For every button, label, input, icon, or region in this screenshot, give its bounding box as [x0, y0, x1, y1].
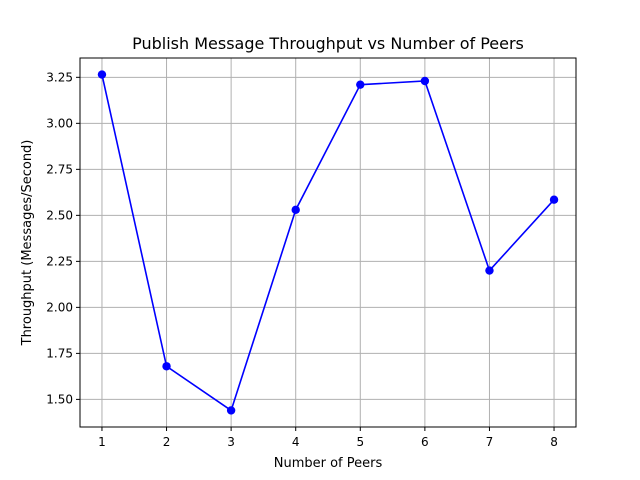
x-tick-label: 7 — [486, 435, 494, 449]
x-tick-label: 1 — [98, 435, 106, 449]
x-axis-label: Number of Peers — [274, 456, 383, 471]
x-tick-label: 5 — [356, 435, 364, 449]
series-line — [101, 74, 555, 412]
y-tick-label: 1.75 — [46, 346, 73, 360]
series-layer — [97, 70, 559, 415]
y-tick-label: 3.00 — [46, 116, 73, 130]
x-tick-label: 4 — [292, 435, 300, 449]
data-point — [356, 80, 365, 89]
axis-ticks: 1 2 3 4 5 6 7 8 1.50 1.75 2.00 2.25 2.50 2.75 3.00 3.25 — [46, 70, 558, 449]
plot-frame — [79, 57, 577, 428]
x-tick-label: 8 — [550, 435, 558, 449]
data-point — [162, 362, 171, 371]
data-point — [420, 76, 430, 86]
y-tick-label: 2.25 — [46, 254, 73, 268]
chart-title: Publish Message Throughput vs Number of … — [132, 34, 524, 53]
data-point — [226, 406, 236, 415]
data-point — [291, 205, 300, 215]
data-point — [549, 195, 559, 204]
x-tick-label: 2 — [163, 435, 171, 449]
data-point — [485, 266, 494, 275]
grid-lines — [80, 58, 576, 427]
x-tick-label: 6 — [421, 435, 429, 449]
y-tick-label: 2.75 — [46, 162, 73, 176]
y-tick-label: 2.00 — [46, 300, 73, 314]
y-tick-label: 3.25 — [46, 70, 73, 84]
y-tick-label: 2.50 — [46, 208, 73, 222]
data-point — [97, 70, 107, 79]
x-tick-label: 3 — [227, 435, 235, 449]
y-tick-label: 1.50 — [46, 392, 73, 406]
y-axis-label: Throughput (Messages/Second) — [20, 140, 35, 347]
